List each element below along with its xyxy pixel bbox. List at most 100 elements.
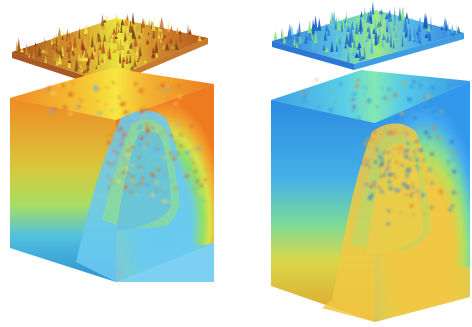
speckle (175, 150, 179, 154)
speckle (144, 126, 147, 129)
surface-spike (337, 46, 342, 57)
speckle (123, 156, 127, 161)
surface-spike (109, 32, 113, 39)
surface-spike (163, 43, 165, 50)
speckle (121, 131, 124, 133)
speckle (305, 91, 308, 94)
speckle (399, 164, 402, 167)
surface-spike (107, 37, 112, 43)
surface-spike (419, 31, 422, 45)
speckle (447, 113, 450, 115)
speckle (406, 141, 410, 145)
speckle (411, 186, 415, 190)
speckle (172, 113, 177, 118)
surface-spike (97, 33, 102, 43)
surface-spike (126, 48, 130, 54)
surface-spike (360, 29, 364, 35)
speckle (360, 161, 364, 165)
speckle (381, 87, 384, 90)
speckle (384, 169, 388, 172)
speckle (179, 144, 184, 149)
speckle (375, 105, 379, 109)
speckle (141, 169, 144, 172)
surface-spike (67, 46, 70, 59)
surface-spike (43, 38, 46, 44)
speckle (328, 108, 333, 113)
speckle (419, 84, 422, 88)
speckle (384, 154, 386, 156)
speckle (446, 164, 449, 167)
surface-spike (375, 51, 379, 57)
surface-spike (155, 43, 158, 53)
surface-spike (115, 19, 121, 27)
speckle (380, 161, 384, 165)
surface-spike (353, 38, 356, 49)
speckle (395, 160, 399, 164)
speckle (388, 169, 391, 172)
left-surface-spikes (15, 12, 202, 77)
speckle (432, 90, 436, 94)
speckle (367, 195, 373, 201)
speckle (334, 101, 338, 104)
speckle (96, 111, 99, 114)
speckle (398, 145, 404, 150)
surface-spike (351, 45, 356, 56)
speckle (190, 124, 194, 129)
speckle (386, 150, 391, 154)
surface-spike (121, 56, 125, 69)
speckle (191, 160, 196, 165)
surface-spike (115, 22, 118, 36)
speckle (418, 196, 423, 200)
surface-spike (112, 31, 117, 44)
speckle (117, 175, 119, 177)
speckle (424, 105, 428, 109)
speckle (368, 137, 374, 142)
surface-spike (355, 57, 359, 63)
speckle (127, 118, 131, 122)
speckle (387, 159, 391, 163)
speckle (113, 129, 116, 132)
surface-spike (86, 60, 90, 71)
surface-spike (130, 19, 133, 26)
surface-spike (361, 55, 365, 60)
speckle (156, 86, 159, 89)
surface-spike (57, 53, 63, 65)
speckle (332, 116, 336, 121)
speckle (126, 144, 130, 148)
speckle (409, 203, 414, 208)
surface-spike (135, 45, 139, 56)
speckle (119, 142, 124, 147)
speckle (192, 187, 195, 190)
speckle (153, 127, 155, 129)
speckle (368, 166, 372, 169)
speckle (365, 182, 370, 187)
surface-spike (273, 30, 278, 40)
speckle (350, 98, 354, 102)
speckle (365, 137, 370, 142)
surface-spike (297, 21, 302, 37)
surface-spike (398, 6, 402, 21)
speckle (403, 130, 408, 135)
speckle (409, 190, 415, 196)
surface-spike (412, 36, 415, 41)
surface-spike (370, 11, 373, 24)
surface-spike (106, 48, 109, 56)
surface-spike (324, 23, 329, 32)
speckle (139, 180, 144, 185)
surface-spike (317, 17, 322, 31)
surface-spike (326, 29, 331, 36)
speckle (140, 176, 146, 181)
surface-spike (17, 37, 21, 51)
surface-spike (100, 13, 105, 27)
speckle (173, 186, 177, 190)
speckle (156, 148, 159, 151)
speckle (154, 85, 158, 88)
surface-spike (366, 26, 370, 32)
speckle (392, 173, 396, 176)
surface-spike (136, 57, 140, 62)
speckle (124, 131, 128, 135)
speckle (364, 86, 368, 90)
speckle (164, 191, 166, 194)
speckle (399, 221, 402, 224)
speckle (402, 81, 407, 86)
